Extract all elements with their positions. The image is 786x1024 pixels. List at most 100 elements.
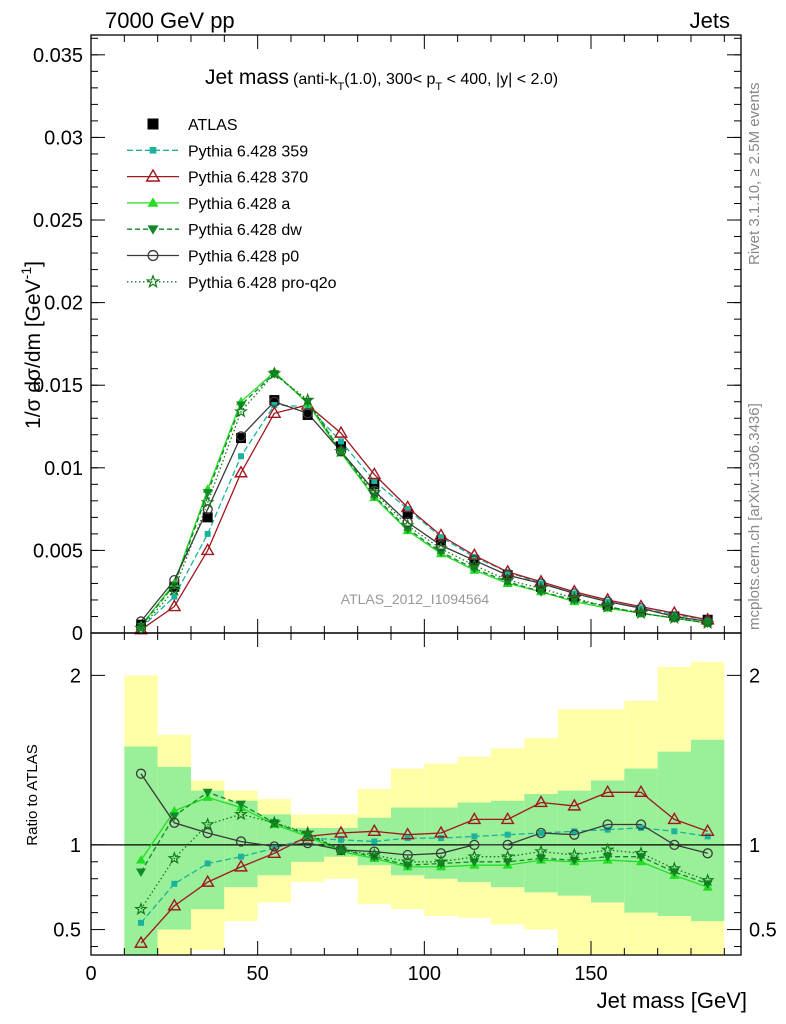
main-point-pythia-6-428-pro-q2o — [134, 620, 148, 634]
main-point-pythia-6-428-p0 — [269, 396, 280, 407]
main-ytick-label: 0.025 — [33, 210, 83, 232]
main-point-pythia-6-428-pro-q2o — [200, 495, 215, 509]
main-point-pythia-6-428-p0 — [602, 596, 613, 607]
main-point-pythia-6-428-359 — [504, 568, 511, 575]
legend-marker-atlas — [147, 118, 159, 130]
main-point-pythia-6-428-pro-q2o — [300, 392, 315, 406]
main-point-pythia-6-428-pro-q2o — [567, 591, 582, 605]
ratio-point-pythia-6-428-dw — [236, 800, 246, 810]
main-point-pythia-6-428-p0 — [635, 603, 647, 614]
main-point-pythia-6-428-359 — [238, 453, 244, 460]
ratio-point-pythia-6-428-pro-q2o — [134, 901, 148, 916]
legend-marker-pythia-6-428-p0 — [147, 249, 159, 262]
ratio-point-pythia-6-428-pro-q2o — [634, 846, 648, 860]
ratio-point-pythia-6-428-pro-q2o — [400, 854, 415, 868]
ratio-point-pythia-6-428-a — [169, 805, 180, 815]
legend-label-atlas: ATLAS — [188, 117, 238, 134]
analysis-watermark: ATLAS_2012_I1094564 — [341, 591, 490, 607]
ratio-point-pythia-6-428-p0 — [135, 768, 147, 779]
ratio-point-pythia-6-428-370 — [600, 784, 615, 798]
ratio-ytick-label-right: 1 — [749, 835, 760, 857]
ratio-line-pythia-6-428-p0 — [140, 773, 708, 856]
x-tick-label: 100 — [408, 963, 441, 985]
ratio-point-pythia-6-428-p0 — [469, 839, 480, 850]
ratio-point-pythia-6-428-pro-q2o — [367, 847, 382, 861]
ratio-point-pythia-6-428-359 — [571, 828, 578, 835]
ratio-point-pythia-6-428-p0 — [269, 841, 280, 852]
legend: ATLAS Pythia 6.428 359 Pythia 6.428 370 Pyt… — [127, 117, 337, 292]
main-point-pythia-6-428-359 — [371, 478, 378, 485]
ratio-point-pythia-6-428-pro-q2o — [434, 854, 448, 868]
ratio-point-pythia-6-428-pro-q2o — [267, 815, 282, 829]
main-ytick-label: 0.035 — [33, 45, 83, 67]
ratio-ytick-label: 2 — [70, 665, 81, 687]
ratio-point-pythia-6-428-370 — [667, 812, 682, 825]
ratio-line-pythia-6-428-pro-q2o — [140, 813, 708, 910]
ratio-point-pythia-6-428-p0 — [702, 848, 713, 859]
ratio-ytick-label-right: 0.5 — [749, 920, 777, 942]
ratio-point-pythia-6-428-pro-q2o — [600, 842, 615, 856]
ratio-point-pythia-6-428-359 — [171, 880, 178, 887]
ratio-point-pythia-6-428-pro-q2o — [200, 817, 215, 831]
legend-label-pythia-6-428-a: Pythia 6.428 a — [188, 196, 290, 213]
main-point-pythia-6-428-370 — [567, 584, 582, 597]
legend-label-pythia-6-428-p0: Pythia 6.428 p0 — [188, 249, 299, 266]
main-point-pythia-6-428-pro-q2o — [367, 485, 382, 499]
main-ylabel: 1/σ dσ/dm [GeV-1] — [18, 261, 45, 429]
ratio-point-pythia-6-428-370 — [700, 823, 715, 836]
ratio-ytick-label: 1 — [70, 835, 81, 857]
ratio-point-pythia-6-428-dw — [136, 868, 146, 877]
main-point-pythia-6-428-p0 — [535, 578, 547, 589]
main-point-pythia-6-428-370 — [200, 542, 215, 556]
main-point-pythia-6-428-359 — [171, 593, 178, 600]
ratio-point-pythia-6-428-pro-q2o — [334, 842, 348, 856]
ratio-point-pythia-6-428-359 — [238, 853, 244, 860]
legend-marker-pythia-6-428-359 — [149, 147, 157, 154]
ratio-point-pythia-6-428-359 — [704, 833, 711, 840]
ratio-band-green — [191, 790, 225, 910]
ratio-band-green — [491, 800, 525, 888]
ratio-band-green — [224, 800, 258, 888]
main-ytick-label: 0 — [72, 623, 83, 645]
ratio-line-pythia-6-428-dw — [140, 791, 708, 885]
main-point-pythia-6-428-pro-q2o — [534, 581, 548, 595]
ratio-point-pythia-6-428-359 — [371, 838, 378, 845]
main-point-pythia-6-428-pro-q2o — [634, 605, 648, 620]
x-tick-label: 50 — [247, 963, 269, 985]
main-point-atlas — [369, 479, 380, 490]
ratio-band-green — [524, 794, 558, 893]
ratio-point-pythia-6-428-370 — [400, 827, 415, 840]
main-ytick-label: 0.03 — [44, 127, 83, 149]
main-point-pythia-6-428-359 — [438, 534, 444, 541]
rivet-version-label: Rivet 3.1.10, ≥ 2.5M events — [746, 83, 763, 266]
main-line-pythia-6-428-370 — [140, 404, 708, 631]
mcplots-label: mcplots.cern.ch [arXiv:1306.3436] — [746, 403, 763, 630]
ratio-point-pythia-6-428-370 — [200, 874, 215, 887]
main-point-pythia-6-428-p0 — [569, 588, 580, 599]
ratio-point-pythia-6-428-pro-q2o — [234, 807, 248, 821]
main-point-pythia-6-428-p0 — [502, 570, 513, 581]
ratio-point-pythia-6-428-370 — [234, 859, 248, 872]
legend-label-pythia-6-428-pro-q2o: Pythia 6.428 pro-q2o — [188, 275, 337, 292]
ratio-point-pythia-6-428-359 — [638, 824, 644, 831]
ratio-point-pythia-6-428-dw — [202, 788, 213, 798]
ratio-point-pythia-6-428-359 — [438, 835, 444, 842]
main-point-pythia-6-428-370 — [367, 467, 382, 480]
main-point-pythia-6-428-pro-q2o — [434, 541, 448, 555]
main-line-pythia-6-428-p0 — [140, 400, 708, 623]
main-point-pythia-6-428-p0 — [135, 616, 147, 627]
ratio-point-pythia-6-428-p0 — [669, 839, 680, 850]
main-point-pythia-6-428-p0 — [469, 555, 480, 566]
main-point-pythia-6-428-359 — [404, 506, 411, 513]
main-point-pythia-6-428-359 — [204, 530, 211, 537]
ratio-point-pythia-6-428-370 — [500, 812, 515, 825]
x-tick-label: 0 — [85, 963, 96, 985]
ratio-point-pythia-6-428-p0 — [402, 849, 413, 861]
main-title: Jet mass (anti-kT(1.0), 300< pT < 400, |y… — [205, 66, 558, 93]
x-axis-label: Jet mass [GeV] — [597, 988, 747, 1013]
ratio-point-pythia-6-428-pro-q2o — [667, 861, 682, 875]
ratio-ytick-label-right: 2 — [749, 665, 760, 687]
main-point-pythia-6-428-370 — [400, 500, 415, 513]
ratio-point-pythia-6-428-p0 — [502, 839, 513, 850]
